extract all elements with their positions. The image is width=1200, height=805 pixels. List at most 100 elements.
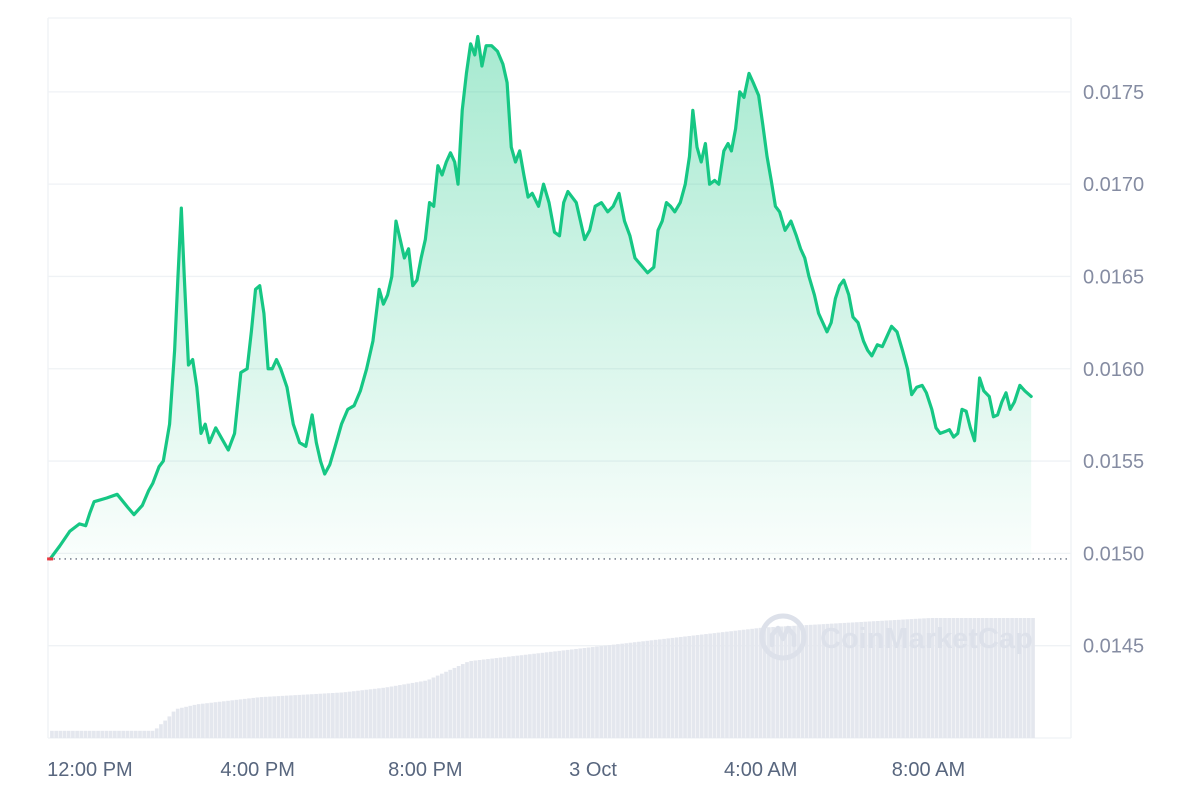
volume-bar (385, 687, 390, 738)
volume-bar (645, 640, 650, 738)
volume-bar (821, 624, 826, 738)
volume-bar (494, 658, 499, 738)
volume-bar (213, 702, 218, 738)
volume-bar (1018, 618, 1023, 738)
volume-bar (238, 699, 243, 738)
volume-bar (540, 652, 545, 738)
volume-bar (356, 690, 360, 738)
volume-bar (964, 618, 968, 738)
volume-bar (553, 651, 557, 738)
volume-bar (180, 707, 184, 738)
y-tick-label: 0.0175 (1083, 82, 1144, 104)
volume-bar (318, 693, 323, 738)
volume-bar (339, 692, 344, 738)
volume-bar (163, 720, 167, 738)
volume-bar (922, 618, 926, 738)
volume-bar (247, 698, 251, 738)
volume-bar (762, 627, 767, 738)
volume-bar (343, 692, 348, 738)
volume-bar (792, 625, 796, 738)
volume-bar (804, 625, 809, 738)
volume-bar (314, 693, 318, 738)
volume-bar (842, 622, 847, 738)
volume-bar (1026, 618, 1031, 738)
volume-bar (389, 686, 394, 738)
volume-bar (167, 716, 172, 738)
volume-bar (620, 643, 624, 738)
volume-bar (272, 696, 276, 738)
volume-bar (876, 621, 880, 738)
price-line-group (47, 34, 1033, 561)
price-area (50, 36, 1032, 559)
y-tick-label: 0.0145 (1083, 636, 1144, 658)
volume-bar (255, 697, 260, 738)
volume-bar (456, 666, 461, 738)
volume-bar (603, 645, 608, 738)
volume-bar (771, 627, 775, 738)
volume-bar (440, 673, 444, 738)
volume-bar (616, 644, 620, 738)
x-tick-label: 8:00 PM (388, 759, 462, 781)
volume-bar (435, 675, 440, 738)
volume-bar (674, 637, 679, 738)
volume-bar (301, 694, 306, 738)
volume-bar (305, 694, 310, 738)
volume-bar (968, 618, 972, 738)
volume-bar (423, 680, 427, 738)
volume-bar (427, 679, 432, 738)
volume-bar (62, 730, 67, 738)
y-tick-label: 0.0155 (1083, 451, 1144, 473)
volume-bar (502, 657, 507, 738)
volume-bar (808, 624, 813, 738)
volume-bar (280, 695, 285, 738)
volume-bar (523, 654, 528, 738)
volume-bar (687, 636, 692, 738)
volume-bar (519, 655, 524, 738)
volume-bar (574, 648, 578, 738)
volume-bar (150, 730, 155, 738)
x-tick-label: 4:00 AM (724, 759, 797, 781)
price-area-fill (50, 36, 1032, 559)
volume-bar (859, 621, 863, 738)
volume-bar (905, 619, 910, 738)
volume-bar (666, 638, 671, 738)
volume-bar (628, 642, 633, 738)
volume-bar (242, 698, 247, 738)
volume-bar (934, 618, 939, 738)
volume-bar (1031, 618, 1035, 738)
volume-bar (431, 677, 436, 738)
volume-bar (989, 618, 993, 738)
volume-bar (754, 628, 759, 738)
volume-bar (326, 693, 331, 738)
volume-bar (360, 690, 365, 738)
volume-bar (473, 660, 478, 738)
volume-bar (381, 687, 386, 738)
volume-bar (913, 618, 918, 738)
volume-bar (838, 623, 843, 738)
volume-bar (976, 618, 981, 738)
volume-bar (863, 621, 868, 738)
volume-bar (637, 641, 641, 738)
volume-bar (1010, 618, 1014, 738)
volume-bar (985, 618, 989, 738)
volume-bar (511, 656, 515, 738)
volume-bar (129, 730, 134, 738)
volume-bar (460, 664, 465, 738)
volume-bar (1022, 618, 1027, 738)
volume-bar (71, 730, 75, 738)
volume-bar (498, 657, 503, 738)
volume-bar (829, 623, 834, 738)
volume-bar (938, 618, 943, 738)
price-line (48, 34, 1033, 561)
volume-bar (96, 730, 100, 738)
volume-bar (310, 694, 314, 738)
volume-bar (741, 629, 746, 738)
x-tick-label: 8:00 AM (892, 759, 965, 781)
y-axis: 0.0145 0.0150 0.0155 0.0160 0.0165 0.0170 0.01… (1083, 82, 1144, 658)
volume-bar (444, 671, 448, 738)
volume-bar (251, 697, 256, 738)
volume-bar (691, 635, 696, 738)
volume-bar (92, 730, 96, 738)
volume-bar (787, 626, 792, 738)
